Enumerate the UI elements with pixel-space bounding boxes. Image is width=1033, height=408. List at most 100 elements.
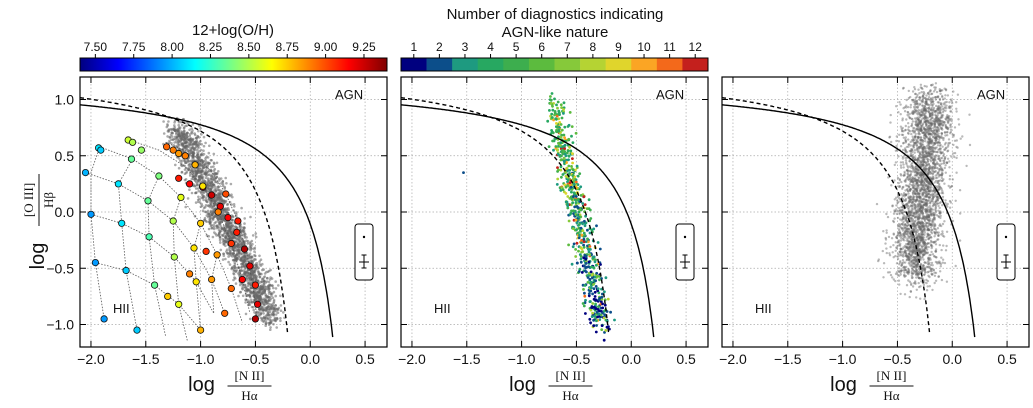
data-point-sdss — [227, 255, 230, 258]
data-point-sdss — [211, 198, 215, 202]
data-point-sdss — [194, 174, 198, 178]
data-point-sdss — [179, 136, 183, 139]
data-point-agn-diagnostic — [575, 213, 579, 217]
data-point-sdss — [198, 179, 202, 183]
data-point-sample — [939, 106, 942, 110]
data-point-sample — [928, 126, 932, 130]
data-point-agn-diagnostic — [563, 147, 566, 151]
data-point-sample — [927, 110, 930, 114]
data-point-sample — [923, 133, 927, 137]
data-point-sample — [890, 237, 894, 240]
data-point-sample — [931, 200, 934, 203]
data-point-sample — [921, 241, 924, 244]
data-point-agn-diagnostic — [574, 201, 578, 205]
data-point-sample — [918, 210, 921, 213]
x-tick-label: −1.5 — [132, 351, 160, 367]
model-grid-point — [208, 191, 216, 199]
data-point-sample — [921, 101, 924, 104]
data-point-sample — [916, 123, 919, 126]
data-point-sample — [933, 150, 936, 153]
data-point-sample — [938, 212, 942, 215]
data-point-sample — [948, 174, 952, 178]
data-point-sdss — [243, 265, 246, 268]
data-point-sample — [904, 140, 908, 143]
data-point-sample — [911, 165, 914, 168]
data-point-sample — [916, 183, 919, 186]
data-point-sample — [940, 162, 943, 166]
data-point-sample — [940, 113, 943, 117]
data-point-sample — [920, 181, 924, 184]
data-point-sample — [919, 129, 922, 132]
data-point-sample — [920, 200, 924, 204]
data-point-sample — [944, 94, 947, 97]
data-point-sdss — [260, 284, 263, 287]
data-point-sample — [922, 217, 925, 220]
data-point-sample — [934, 133, 937, 136]
data-point-agn-diagnostic — [583, 284, 587, 287]
data-point-agn-diagnostic — [603, 290, 606, 294]
data-point-sdss — [215, 175, 219, 178]
data-point-sample — [918, 159, 922, 163]
data-point-sample — [909, 149, 912, 153]
data-point-agn-diagnostic — [559, 165, 563, 169]
data-point-sdss — [224, 176, 227, 180]
data-point-sample — [895, 212, 898, 216]
data-point-sample — [895, 262, 899, 265]
data-point-sample — [912, 211, 915, 214]
data-point-sample — [923, 108, 926, 111]
data-point-sample — [935, 107, 939, 111]
data-point-sample — [925, 200, 929, 203]
data-point-sdss — [225, 220, 229, 224]
data-point-sdss — [194, 184, 197, 187]
model-grid-line — [90, 213, 215, 314]
data-point-sample — [922, 145, 926, 148]
data-point-sample — [937, 170, 941, 173]
colorbar-agn-cell — [452, 58, 479, 71]
data-point-sdss — [169, 133, 173, 137]
data-point-sample — [910, 122, 914, 126]
data-point-sample — [955, 139, 958, 142]
data-point-sample — [915, 188, 918, 191]
data-point-agn-diagnostic — [561, 173, 565, 176]
model-grid-point — [127, 155, 136, 163]
data-point-sample — [930, 177, 933, 180]
data-point-sample — [929, 145, 932, 149]
data-point-sample — [918, 153, 922, 156]
data-point-sample — [927, 228, 930, 232]
data-point-sdss — [236, 226, 239, 229]
data-point-sdss — [220, 199, 223, 202]
data-point-sdss — [202, 206, 206, 210]
data-point-sample — [908, 210, 911, 213]
data-point-sample — [923, 216, 926, 220]
data-point-sdss — [241, 241, 245, 244]
data-point-sample — [922, 197, 925, 200]
colorbar-agn-tick-label: 11 — [663, 40, 676, 54]
data-point-sample — [941, 111, 945, 114]
colorbar-metallicity-title: 12+log(O/H) — [192, 22, 274, 39]
data-point-sample — [916, 178, 919, 182]
data-point-sample — [907, 228, 911, 231]
data-point-sdss — [268, 296, 272, 299]
data-point-sample — [901, 222, 904, 225]
data-point-sample — [926, 242, 930, 245]
x-tick-label: −0.5 — [563, 351, 591, 367]
data-point-agn-diagnostic — [572, 242, 576, 246]
data-point-sample — [903, 261, 907, 264]
data-point-sample — [915, 109, 918, 113]
data-point-sdss — [262, 306, 265, 310]
data-point-sample — [903, 271, 906, 274]
data-point-sample — [937, 127, 940, 131]
data-point-sdss — [201, 161, 204, 164]
data-point-sample — [902, 210, 905, 214]
data-point-agn-diagnostic — [548, 109, 551, 112]
data-point-agn-diagnostic — [563, 183, 567, 187]
data-point-agn-diagnostic — [567, 158, 570, 162]
data-point-sample — [916, 160, 919, 163]
data-point-sdss — [166, 135, 169, 138]
data-point-sample — [931, 129, 934, 133]
data-point-sample — [923, 249, 926, 252]
data-point-sample — [932, 214, 936, 217]
data-point-sdss — [196, 183, 199, 187]
data-point-sample — [927, 257, 930, 260]
data-point-sample — [952, 135, 955, 138]
